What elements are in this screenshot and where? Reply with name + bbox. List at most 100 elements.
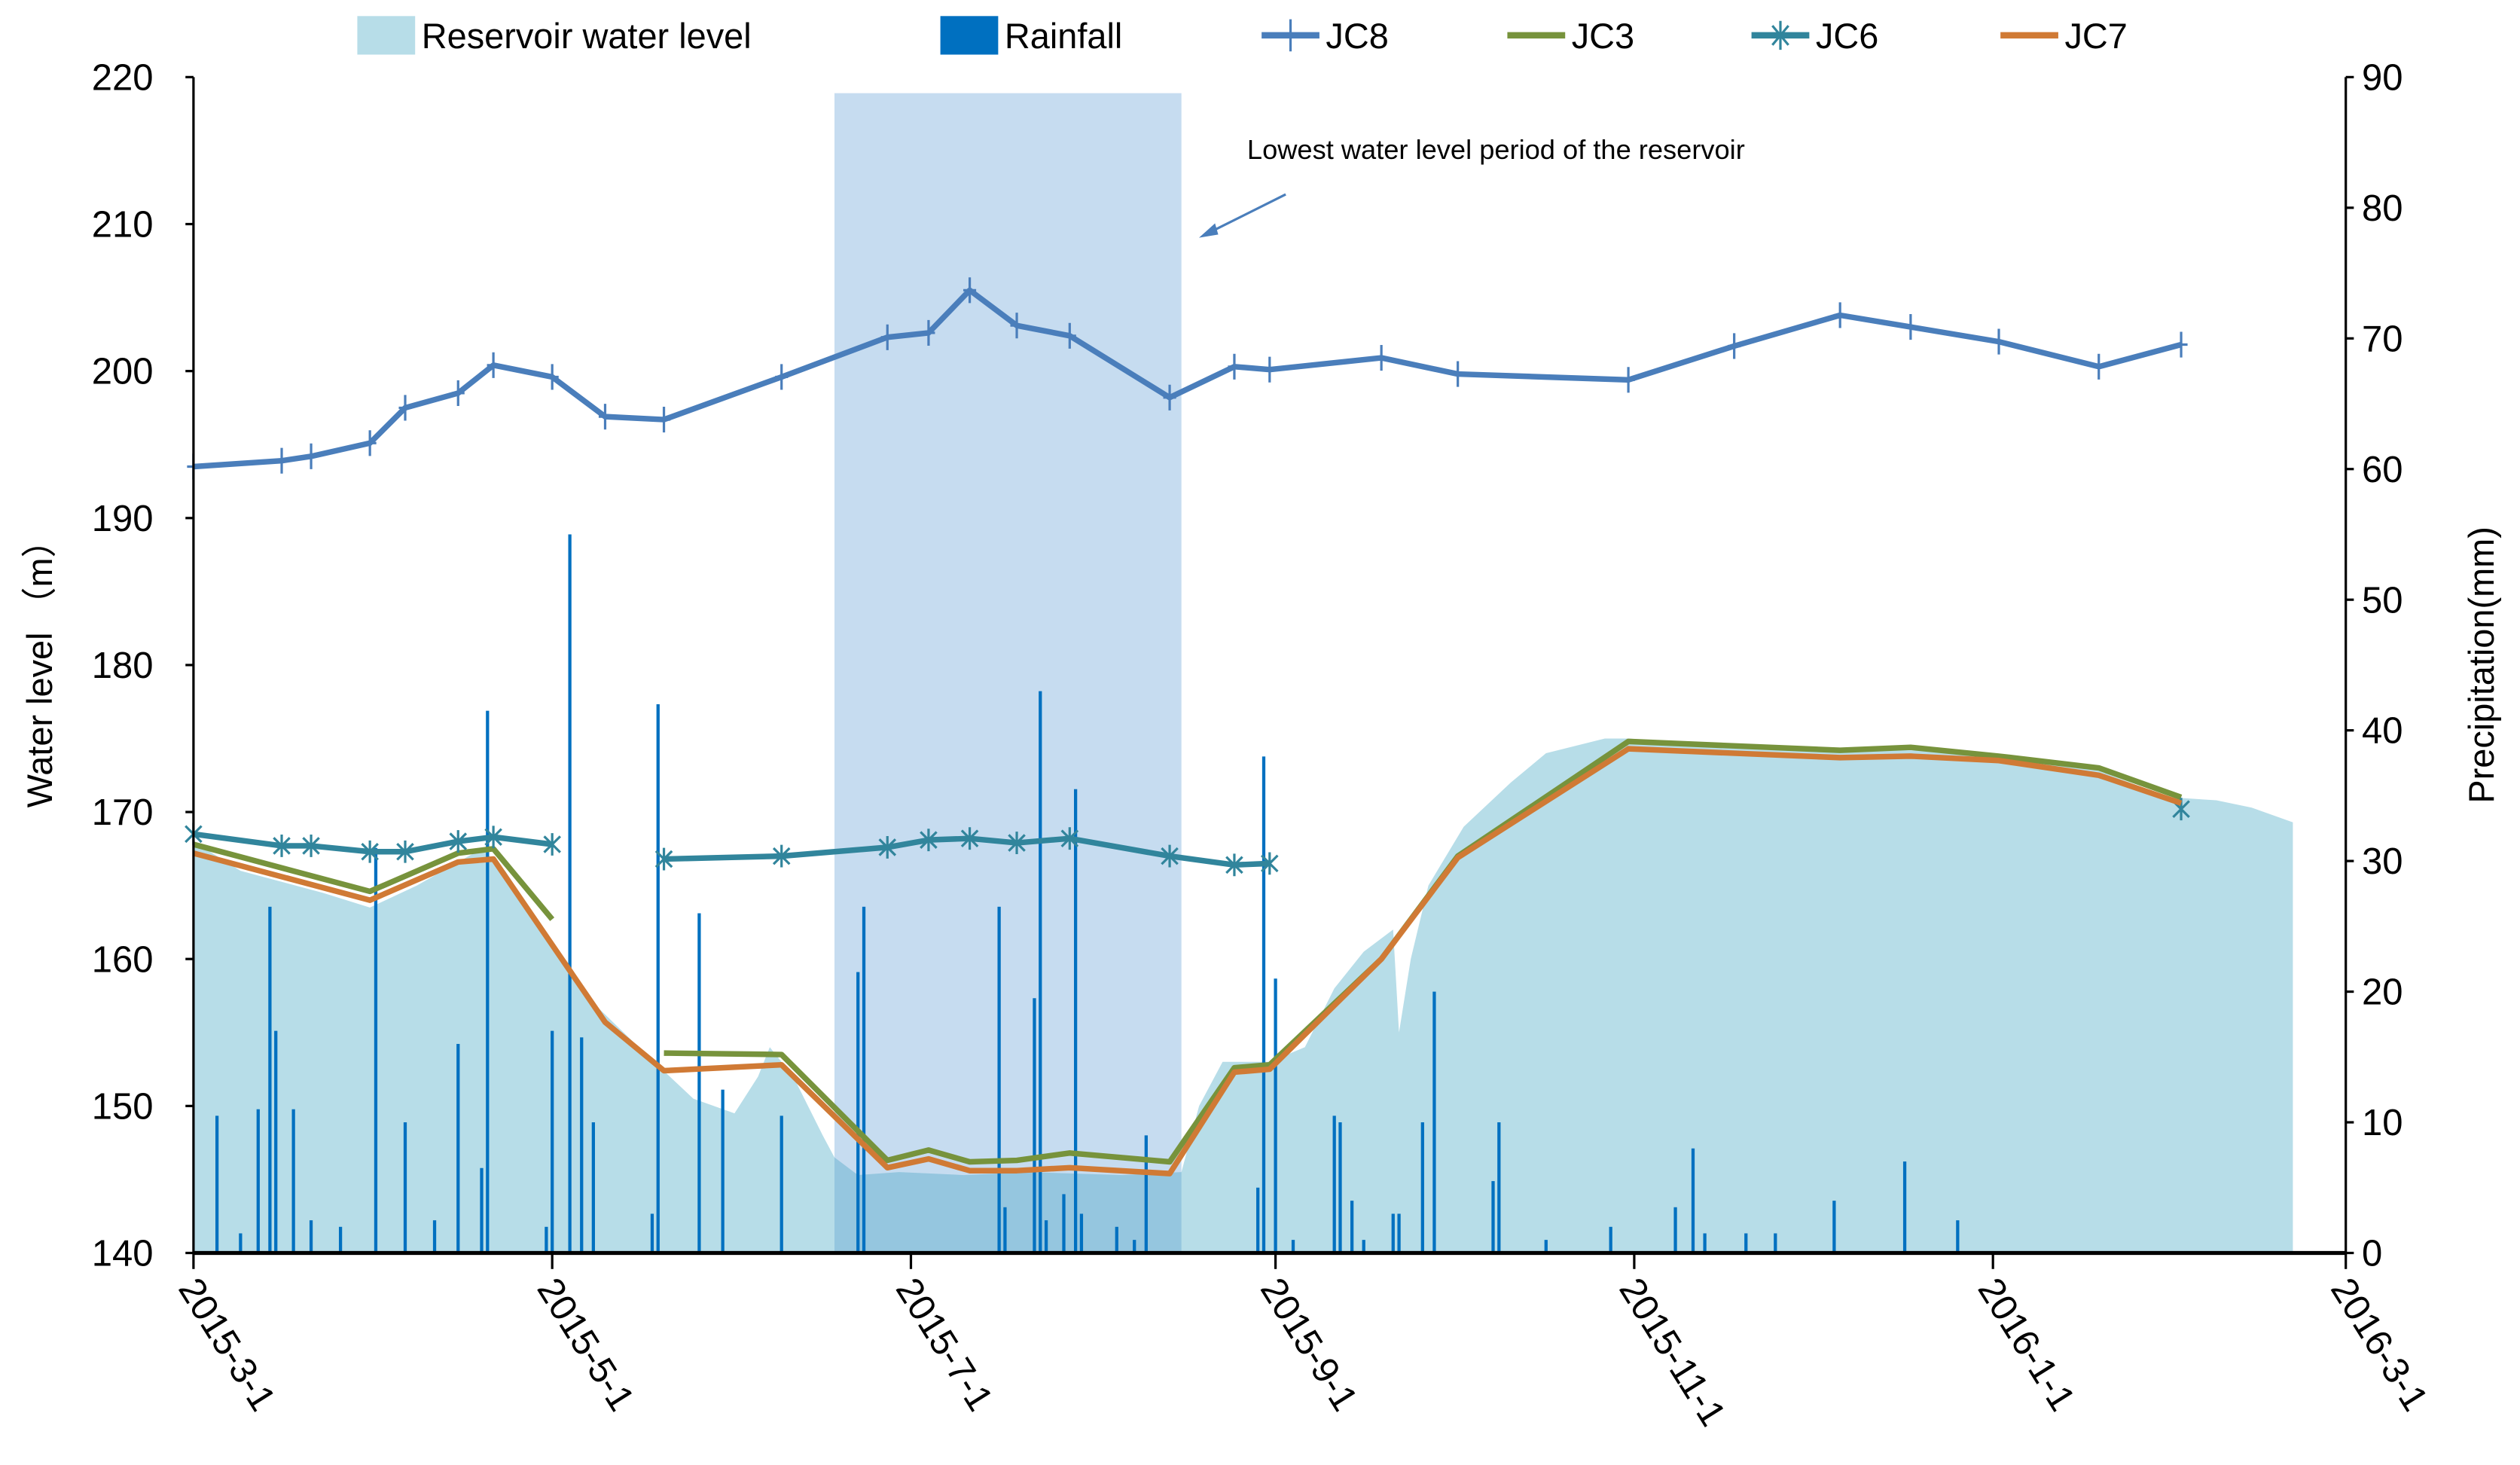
rainfall-bar [291, 1109, 295, 1253]
y-tick-label: 150 [92, 1086, 154, 1127]
y-tick-label: 140 [92, 1234, 154, 1274]
point-jc8 [1228, 353, 1241, 380]
point-jc6 [361, 840, 379, 863]
y-tick-label: 170 [92, 792, 154, 833]
point-jc8 [275, 447, 288, 474]
point-jc8 [775, 364, 789, 390]
rainfall-bar [456, 1043, 460, 1253]
point-jc6 [920, 829, 938, 852]
point-jc6 [449, 830, 468, 853]
rainfall-bars [215, 534, 1960, 1253]
rainfall-bar [1262, 756, 1266, 1253]
point-jc6 [484, 826, 502, 849]
point-jc8 [657, 406, 671, 433]
y-tick-label: 220 [92, 57, 154, 98]
rainfall-bar [656, 704, 660, 1253]
legend-label: JC6 [1816, 17, 1878, 56]
point-jc8 [1063, 322, 1076, 349]
rainfall-bar [1609, 1226, 1612, 1253]
rainfall-bar [1397, 1213, 1401, 1253]
point-jc8 [1163, 384, 1176, 411]
rainfall-bar [568, 534, 572, 1253]
rainfall-bar [403, 1122, 407, 1253]
reservoir-area-path [193, 738, 2293, 1253]
point-jc8 [487, 352, 500, 378]
rainfall-bar [1033, 998, 1036, 1253]
rainfall-bar [1832, 1201, 1836, 1253]
rainfall-bar [1491, 1181, 1495, 1253]
point-jc8 [598, 404, 612, 430]
y-tick-label: 190 [92, 499, 154, 539]
rainfall-bar [1256, 1187, 1260, 1253]
rainfall-bar [545, 1226, 548, 1253]
x-tick-label: 2015-7-1 [888, 1271, 1001, 1418]
rainfall-bar [1691, 1148, 1695, 1253]
y2-tick-label: 10 [2362, 1103, 2403, 1143]
rainfall-bar [580, 1037, 584, 1253]
rainfall-bar [1956, 1220, 1960, 1253]
point-jc8 [451, 380, 465, 406]
y-tick-label: 180 [92, 646, 154, 686]
rainfall-bar [480, 1167, 484, 1253]
rainfall-bar [1291, 1240, 1295, 1253]
rainfall-bar [1350, 1201, 1354, 1253]
point-jc8 [1992, 328, 2006, 355]
y-tick-label: 200 [92, 352, 154, 392]
rainfall-bar [268, 906, 272, 1253]
y2-tick-label: 30 [2362, 841, 2403, 882]
rainfall-bar [239, 1233, 243, 1253]
point-jc6 [396, 840, 414, 863]
rainfall-bar [274, 1030, 278, 1253]
rainfall-bar [1044, 1220, 1048, 1253]
legend-label: JC7 [2064, 17, 2127, 56]
point-jc8 [304, 443, 318, 469]
legend-label: Reservoir water level [422, 17, 752, 56]
y2-tick-label: 20 [2362, 972, 2403, 1013]
legend-swatch-rainfall [940, 16, 999, 55]
rainfall-bar [1062, 1194, 1066, 1253]
rainfall-bar [1673, 1207, 1677, 1253]
point-jc8 [1728, 333, 1741, 359]
rainfall-bar [1079, 1213, 1084, 1253]
rainfall-bar [486, 710, 490, 1253]
point-jc8 [1010, 313, 1024, 339]
rainfall-bar [997, 906, 1001, 1253]
series-lines [185, 277, 2190, 1177]
rainfall-bar [1073, 789, 1078, 1253]
rainfall-bar [1144, 1135, 1148, 1253]
legend-marker-star [1771, 20, 1789, 50]
point-jc6 [1225, 853, 1243, 877]
legend-swatch-reservoir [357, 16, 416, 55]
rainfall-bar [721, 1089, 725, 1253]
rainfall-bar [1544, 1240, 1548, 1253]
point-jc6 [878, 835, 897, 859]
rainfall-bar [1703, 1233, 1707, 1253]
point-jc6 [1261, 852, 1279, 875]
rainfall-bar [1332, 1116, 1336, 1253]
rainfall-bar [1497, 1122, 1501, 1253]
rainfall-bar [1039, 691, 1042, 1253]
rainfall-bar [215, 1116, 219, 1253]
point-jc8 [363, 430, 377, 456]
point-jc8 [2092, 353, 2106, 380]
rainfall-bar [591, 1122, 595, 1253]
y-tick-label: 210 [92, 205, 154, 246]
point-jc6 [302, 835, 320, 857]
series-line-jc7 [192, 746, 2183, 1177]
rainfall-bar [551, 1030, 554, 1253]
point-jc8 [1263, 356, 1277, 383]
series-line-jc8 [193, 287, 2183, 470]
point-jc8 [922, 319, 935, 346]
rainfall-bar [1391, 1213, 1395, 1253]
x-tick-label: 2015-3-1 [170, 1271, 283, 1418]
point-jc6 [654, 847, 673, 871]
y2-tick-label: 80 [2362, 188, 2403, 229]
point-jc6 [1060, 827, 1079, 850]
annotation-arrow [1198, 193, 1286, 238]
rainfall-bar [432, 1220, 437, 1253]
point-jc8 [1374, 345, 1388, 371]
rainfall-bar [338, 1226, 343, 1253]
annotation-text: Lowest water level period of the reservo… [1247, 134, 1745, 165]
rainfall-bar [1902, 1161, 1907, 1253]
